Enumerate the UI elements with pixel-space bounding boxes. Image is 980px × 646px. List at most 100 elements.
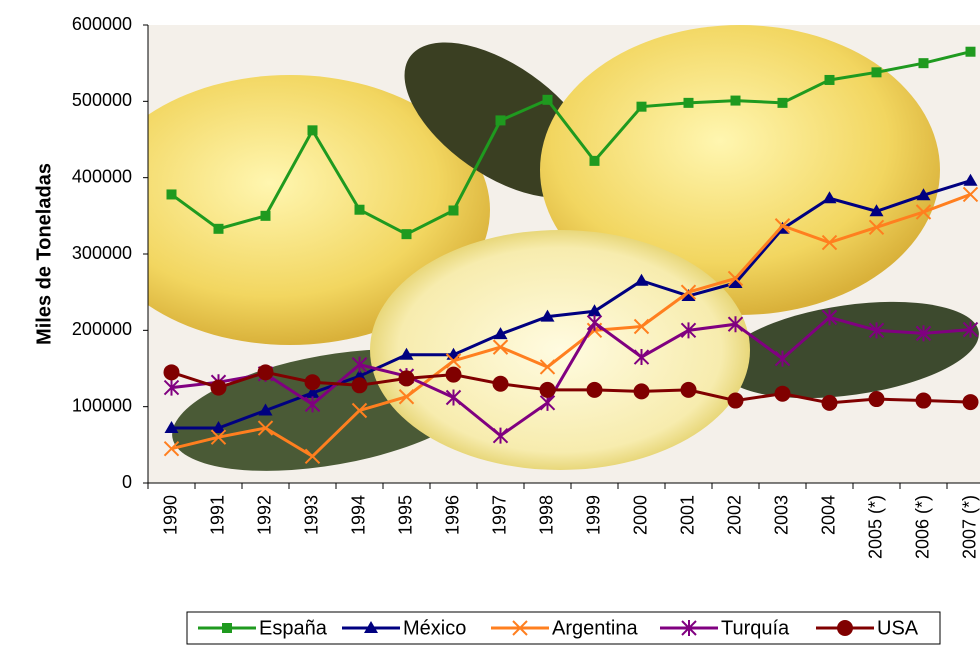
marker: [634, 273, 649, 286]
marker: [399, 347, 414, 360]
marker: [304, 374, 321, 391]
marker: [962, 186, 979, 203]
marker: [304, 448, 321, 464]
y-tick-label: 600000: [72, 14, 132, 34]
marker: [774, 218, 791, 234]
marker: [681, 288, 696, 301]
marker: [307, 125, 318, 136]
x-tick-label: 1991: [207, 495, 227, 535]
marker: [636, 101, 647, 112]
x-tick-label: 2004: [818, 495, 838, 535]
x-tick-label: 1994: [348, 495, 368, 535]
marker: [257, 420, 274, 436]
marker: [730, 95, 741, 106]
marker: [448, 205, 459, 216]
marker: [728, 276, 743, 289]
legend-label: España: [259, 617, 328, 639]
x-tick-label: 1993: [301, 495, 321, 535]
x-tick-label: 1999: [583, 495, 603, 535]
marker: [774, 385, 791, 402]
marker: [495, 115, 506, 126]
marker: [354, 204, 365, 215]
marker: [305, 385, 320, 398]
legend-box: [186, 611, 941, 645]
background-photo: [148, 25, 980, 483]
marker: [586, 314, 603, 331]
marker: [868, 391, 885, 408]
marker: [915, 325, 932, 342]
x-tick-label: 2002: [724, 495, 744, 535]
marker: [258, 403, 273, 416]
x-tick-label: 1997: [489, 495, 509, 535]
x-tick-label: 2007 (*): [959, 495, 979, 559]
x-tick-label: 2005 (*): [865, 495, 885, 559]
marker: [539, 359, 556, 375]
y-tick-label: 100000: [72, 395, 132, 415]
marker: [351, 402, 368, 419]
marker: [542, 94, 553, 105]
marker: [445, 353, 462, 369]
x-tick-label: 2006 (*): [912, 495, 932, 559]
marker: [727, 392, 744, 409]
marker: [963, 173, 978, 186]
series-line: [171, 193, 972, 459]
marker: [587, 304, 602, 317]
marker: [589, 155, 600, 166]
legend-marker: [681, 620, 697, 636]
marker: [821, 309, 838, 326]
marker: [539, 381, 556, 398]
marker: [210, 379, 227, 396]
marker: [351, 377, 368, 394]
marker: [213, 223, 224, 234]
marker: [633, 318, 650, 335]
marker: [163, 440, 180, 457]
legend-marker: [364, 621, 378, 633]
marker: [821, 394, 838, 411]
marker: [492, 339, 509, 355]
series-line: [171, 315, 971, 438]
marker: [351, 356, 368, 373]
x-tick-label: 2000: [630, 495, 650, 535]
marker: [918, 58, 929, 69]
marker: [774, 350, 791, 367]
y-tick-label: 200000: [72, 319, 132, 339]
x-tick-label: 2001: [677, 495, 697, 535]
marker: [492, 375, 509, 392]
x-tick-label: 2003: [771, 495, 791, 535]
y-tick-label: 300000: [72, 243, 132, 263]
marker: [211, 421, 226, 434]
marker: [680, 322, 697, 339]
marker: [633, 349, 650, 366]
legend-label: USA: [877, 617, 919, 639]
marker: [164, 421, 179, 434]
marker: [868, 219, 885, 235]
legend-marker: [837, 620, 853, 636]
marker: [915, 392, 932, 409]
marker: [163, 364, 180, 381]
marker: [260, 210, 271, 221]
y-tick-label: 500000: [72, 90, 132, 110]
marker: [401, 229, 412, 240]
y-tick-label: 400000: [72, 166, 132, 186]
y-axis-label: Miles de Toneladas: [33, 163, 55, 345]
marker: [871, 67, 882, 78]
marker: [962, 394, 979, 411]
x-tick-label: 1990: [160, 495, 180, 535]
marker: [633, 383, 650, 400]
marker: [965, 46, 976, 57]
marker: [683, 97, 694, 108]
legend-label: Argentina: [552, 617, 638, 639]
marker: [398, 389, 415, 405]
marker: [821, 234, 838, 251]
legend-label: México: [403, 617, 466, 639]
marker: [727, 270, 744, 287]
marker: [822, 191, 837, 204]
y-tick-label: 0: [122, 472, 132, 492]
marker: [916, 188, 931, 201]
x-tick-label: 1998: [536, 495, 556, 535]
marker: [869, 204, 884, 217]
marker: [777, 97, 788, 108]
marker: [680, 381, 697, 398]
marker: [540, 309, 555, 322]
